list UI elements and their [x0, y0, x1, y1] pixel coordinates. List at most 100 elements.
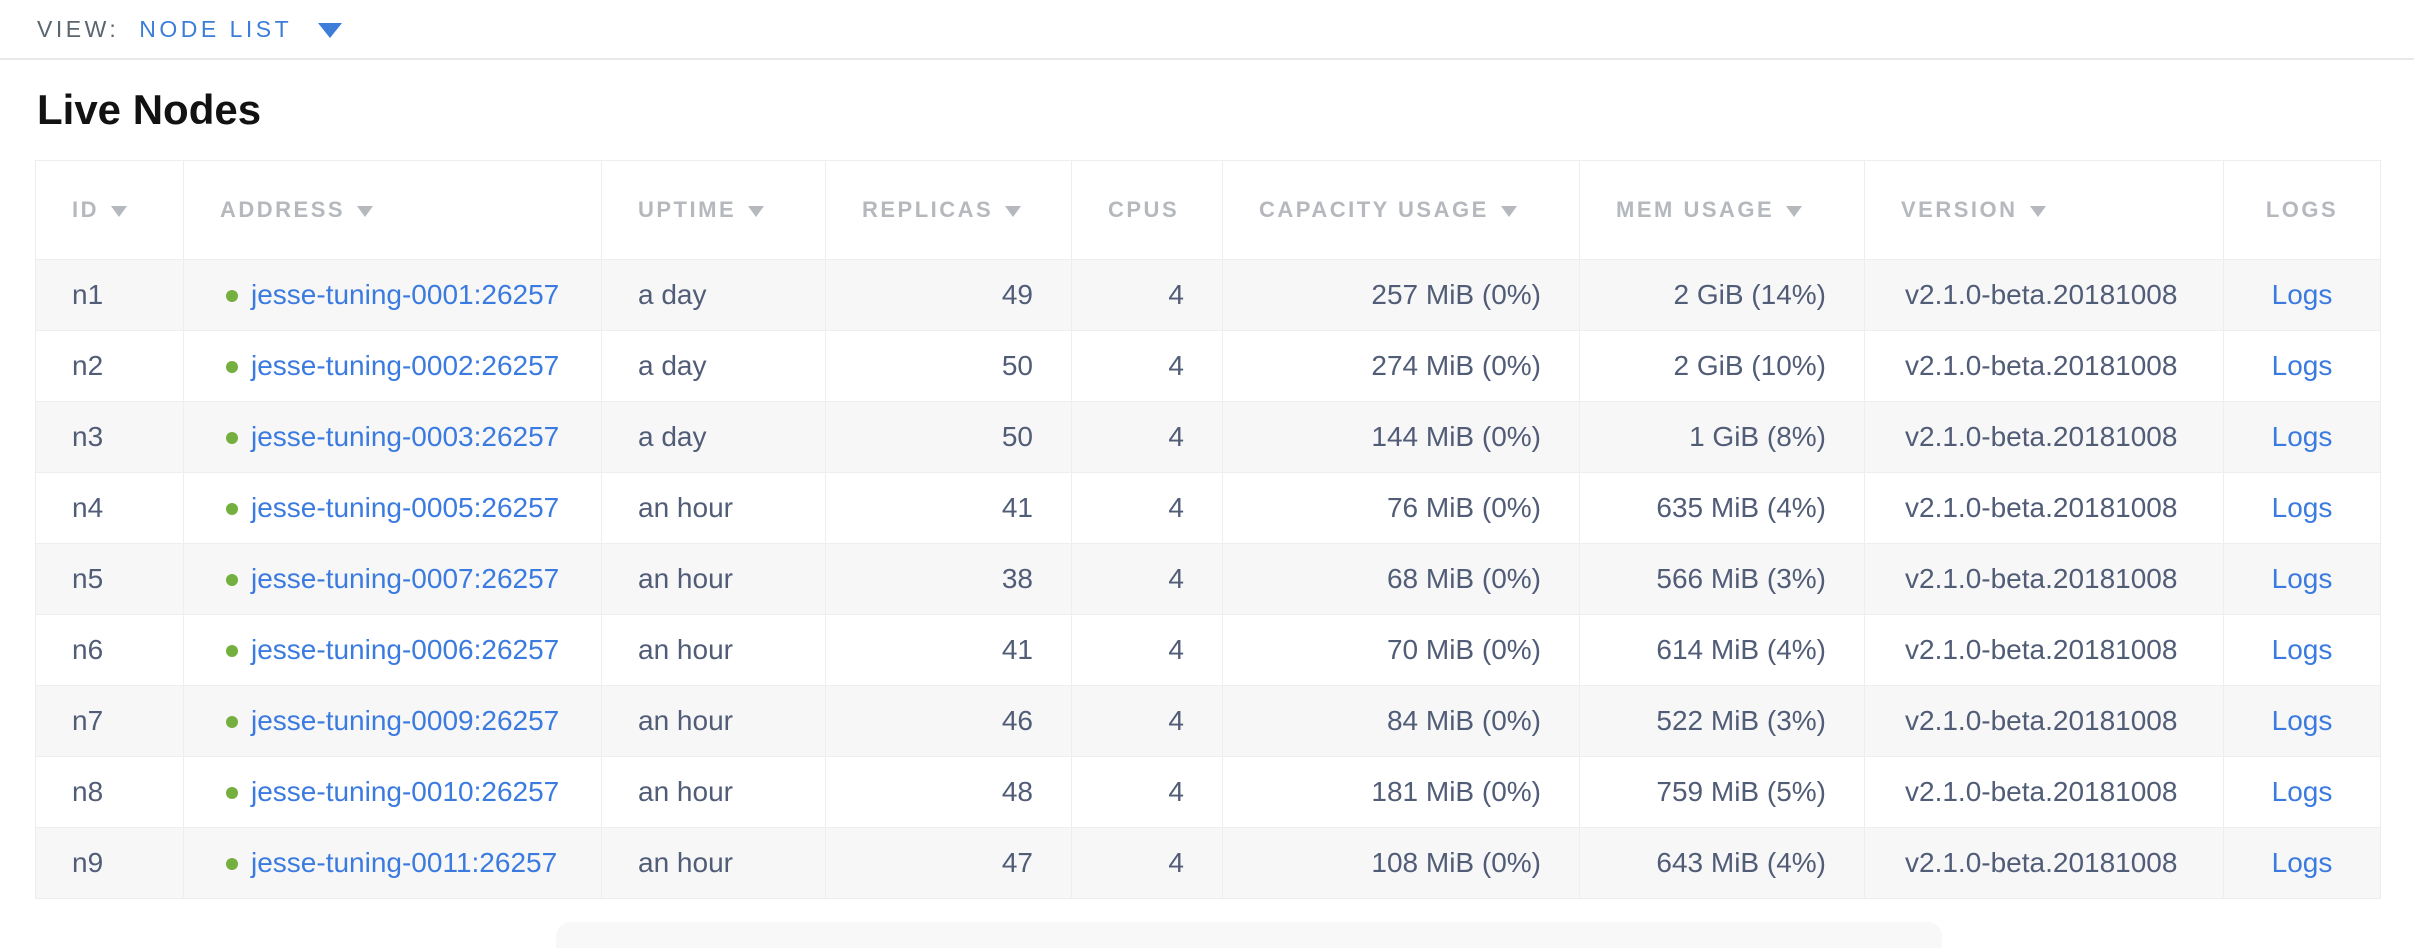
cell-version: v2.1.0-beta.20181008 — [1864, 614, 2224, 687]
cell-mem: 635 MiB (4%) — [1579, 472, 1865, 545]
cell-address: jesse-tuning-0011:26257 — [183, 827, 602, 900]
node-address-link[interactable]: jesse-tuning-0007:26257 — [251, 563, 560, 595]
column-label: ID — [72, 197, 99, 223]
cell-address: jesse-tuning-0002:26257 — [183, 330, 602, 403]
sort-caret-icon — [111, 206, 127, 218]
node-row: n8 jesse-tuning-0010:26257 an hour 48 4 181 M… — [35, 756, 2381, 829]
cell-uptime: an hour — [601, 472, 826, 545]
node-live-status-icon — [226, 716, 238, 729]
sort-caret-icon — [1500, 206, 1517, 218]
view-selector-dropdown[interactable]: NODE LIST — [139, 16, 343, 43]
node-live-status-icon — [226, 432, 238, 445]
cell-logs: Logs — [2223, 401, 2381, 474]
cell-uptime: a day — [601, 330, 826, 403]
cell-logs: Logs — [2223, 614, 2381, 687]
cell-id: n3 — [35, 401, 184, 474]
cell-address: jesse-tuning-0007:26257 — [183, 543, 602, 616]
node-address-link[interactable]: jesse-tuning-0001:26257 — [251, 279, 560, 311]
cell-id: n4 — [35, 472, 184, 545]
node-address-link[interactable]: jesse-tuning-0002:26257 — [251, 350, 560, 382]
logs-link[interactable]: Logs — [2271, 634, 2333, 666]
cell-mem: 522 MiB (3%) — [1579, 685, 1865, 758]
column-label: LOGS — [2265, 197, 2339, 223]
logs-link[interactable]: Logs — [2271, 492, 2333, 524]
cell-replicas: 41 — [825, 614, 1072, 687]
cell-version: v2.1.0-beta.20181008 — [1864, 756, 2224, 829]
cell-replicas: 47 — [825, 827, 1072, 900]
cell-capacity: 68 MiB (0%) — [1222, 543, 1580, 616]
cell-mem: 1 GiB (8%) — [1579, 401, 1865, 474]
node-live-status-icon — [226, 503, 238, 516]
cell-cpus: 4 — [1071, 543, 1223, 616]
node-address-link[interactable]: jesse-tuning-0006:26257 — [251, 634, 560, 666]
sort-caret-icon — [357, 206, 374, 218]
node-row: n7 jesse-tuning-0009:26257 an hour 46 4 84 Mi… — [35, 685, 2381, 758]
column-label: MEM USAGE — [1616, 197, 1775, 223]
cell-capacity: 76 MiB (0%) — [1222, 472, 1580, 545]
node-row: n2 jesse-tuning-0002:26257 a day 50 4 274 MiB… — [35, 330, 2381, 403]
cell-id: n1 — [35, 259, 184, 332]
cell-version: v2.1.0-beta.20181008 — [1864, 472, 2224, 545]
cell-id: n9 — [35, 827, 184, 900]
column-header-address[interactable]: ADDRESS — [183, 160, 602, 261]
column-header-id[interactable]: ID — [35, 160, 184, 261]
cell-replicas: 46 — [825, 685, 1072, 758]
cell-cpus: 4 — [1071, 259, 1223, 332]
node-address-link[interactable]: jesse-tuning-0009:26257 — [251, 705, 560, 737]
cell-uptime: an hour — [601, 827, 826, 900]
cell-address: jesse-tuning-0003:26257 — [183, 401, 602, 474]
caret-down-icon — [318, 23, 343, 38]
cell-id: n6 — [35, 614, 184, 687]
table-header-row: ID ADDRESS UPTIME REPLICAS CPUS CAPACITY USAG… — [35, 160, 2381, 261]
cell-cpus: 4 — [1071, 614, 1223, 687]
column-header-capacity[interactable]: CAPACITY USAGE — [1222, 160, 1580, 261]
logs-link[interactable]: Logs — [2271, 563, 2333, 595]
column-label: CAPACITY USAGE — [1259, 197, 1489, 223]
node-address-link[interactable]: jesse-tuning-0005:26257 — [251, 492, 560, 524]
column-header-version[interactable]: VERSION — [1864, 160, 2224, 261]
sort-caret-icon — [2029, 206, 2046, 218]
cell-uptime: an hour — [601, 756, 826, 829]
logs-link[interactable]: Logs — [2271, 421, 2333, 453]
logs-link[interactable]: Logs — [2271, 847, 2333, 879]
column-header-replicas[interactable]: REPLICAS — [825, 160, 1072, 261]
sort-caret-icon — [1005, 206, 1022, 218]
node-live-status-icon — [226, 787, 238, 800]
cell-cpus: 4 — [1071, 472, 1223, 545]
cell-uptime: an hour — [601, 543, 826, 616]
cell-replicas: 48 — [825, 756, 1072, 829]
cell-address: jesse-tuning-0006:26257 — [183, 614, 602, 687]
cell-capacity: 144 MiB (0%) — [1222, 401, 1580, 474]
cell-logs: Logs — [2223, 756, 2381, 829]
page-title: Live Nodes — [37, 86, 262, 133]
live-nodes-table: ID ADDRESS UPTIME REPLICAS CPUS CAPACITY USAG… — [35, 160, 2381, 900]
node-live-status-icon — [226, 645, 238, 658]
column-label: VERSION — [1901, 197, 2018, 223]
column-label: ADDRESS — [220, 197, 346, 223]
logs-link[interactable]: Logs — [2271, 776, 2333, 808]
cell-id: n2 — [35, 330, 184, 403]
view-label: VIEW: — [37, 15, 120, 42]
node-row: n4 jesse-tuning-0005:26257 an hour 41 4 76 Mi… — [35, 472, 2381, 545]
cell-id: n7 — [35, 685, 184, 758]
column-label: UPTIME — [638, 197, 737, 223]
node-address-link[interactable]: jesse-tuning-0011:26257 — [251, 847, 558, 879]
cell-version: v2.1.0-beta.20181008 — [1864, 827, 2224, 900]
logs-link[interactable]: Logs — [2271, 279, 2333, 311]
node-address-link[interactable]: jesse-tuning-0010:26257 — [251, 776, 560, 808]
node-row: n5 jesse-tuning-0007:26257 an hour 38 4 68 Mi… — [35, 543, 2381, 616]
cell-replicas: 50 — [825, 401, 1072, 474]
node-address-link[interactable]: jesse-tuning-0003:26257 — [251, 421, 560, 453]
column-header-uptime[interactable]: UPTIME — [601, 160, 826, 261]
cell-mem: 643 MiB (4%) — [1579, 827, 1865, 900]
cell-uptime: a day — [601, 401, 826, 474]
column-header-mem[interactable]: MEM USAGE — [1579, 160, 1865, 261]
logs-link[interactable]: Logs — [2271, 350, 2333, 382]
node-live-status-icon — [226, 858, 238, 871]
logs-link[interactable]: Logs — [2271, 705, 2333, 737]
cell-capacity: 274 MiB (0%) — [1222, 330, 1580, 403]
cell-capacity: 108 MiB (0%) — [1222, 827, 1580, 900]
cell-capacity: 84 MiB (0%) — [1222, 685, 1580, 758]
cell-mem: 614 MiB (4%) — [1579, 614, 1865, 687]
cell-address: jesse-tuning-0005:26257 — [183, 472, 602, 545]
